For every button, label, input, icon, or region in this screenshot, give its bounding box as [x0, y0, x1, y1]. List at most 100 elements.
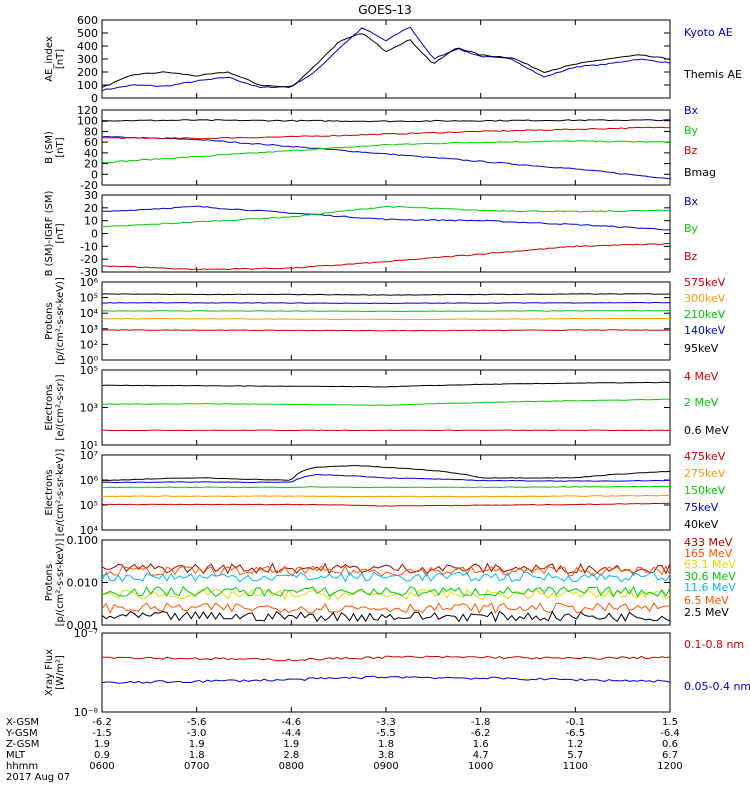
- y-tick-label: 10⁻⁷: [74, 627, 98, 640]
- y-tick-label: 10³: [80, 323, 98, 336]
- series-line-Bx: [101, 205, 671, 231]
- y-axis-label: [nT]: [55, 49, 66, 69]
- row-value: 1000: [468, 761, 493, 772]
- y-tick-label: 10⁵: [80, 499, 98, 512]
- y-axis-label: B (SM): [44, 131, 55, 164]
- y-tick-label: 200: [77, 66, 98, 79]
- row-value: 1.9: [283, 739, 299, 750]
- series-line-165-MeV: [101, 565, 671, 577]
- row-value: 1200: [657, 761, 682, 772]
- panel-frame: [101, 454, 671, 531]
- y-axis-label: B (SM)-IGRF (SM): [44, 191, 55, 277]
- y-tick-label: 10⁶: [80, 474, 99, 487]
- series-line-Bx: [101, 135, 671, 180]
- y-tick-label: 10³: [80, 402, 98, 415]
- y-axis-label: [p/(cm²-s-sr-keV)]: [55, 277, 66, 365]
- legend-entry: 210keV: [684, 308, 726, 321]
- y-tick-label: 10⁵: [80, 364, 98, 377]
- series-line-0.1-0.8-nm: [101, 655, 671, 662]
- y-axis-label: Protons: [44, 302, 55, 339]
- legend-entry: 0.6 MeV: [684, 424, 729, 437]
- legend-entry: 4 MeV: [684, 370, 719, 383]
- y-tick-label: 100: [77, 79, 98, 92]
- row-value: 0700: [184, 761, 209, 772]
- panel-5: 10¹ 10³ 10⁵ Electrons [e/(cm²-s-sr)] 4 MeV 2 M…: [44, 364, 729, 452]
- series-line-433-MeV: [101, 562, 671, 575]
- y-axis-label: [nT]: [55, 223, 66, 243]
- y-tick-label: 10⁰: [80, 354, 99, 367]
- y-tick-label: 10¹: [80, 439, 98, 452]
- legend-entry: 275keV: [684, 467, 726, 480]
- row-value: 0900: [373, 761, 398, 772]
- row-value: 0.6: [662, 739, 678, 750]
- y-axis-label: [p/(cm²-s-sr-keV)]: [55, 539, 66, 627]
- legend-entry: 40keV: [684, 518, 719, 531]
- series-line-Bz: [101, 126, 671, 140]
- series-line-Kyoto-AE: [101, 26, 671, 92]
- y-tick-label: 20: [84, 202, 98, 215]
- legend-entry: Themis AE: [683, 68, 742, 81]
- series-line-300keV: [102, 317, 671, 321]
- legend-entry: Bmag: [684, 166, 716, 179]
- y-tick-label: -20: [80, 253, 98, 266]
- legend-entry: 30.6 MeV: [684, 570, 736, 583]
- y-tick-label: -20: [80, 179, 98, 192]
- row-value: -6.4: [660, 728, 680, 739]
- y-tick-label: 300: [77, 53, 98, 66]
- legend-entry: 140keV: [684, 324, 726, 337]
- legend-entry: 150keV: [684, 484, 726, 497]
- row-value: 2.8: [283, 750, 299, 761]
- panel-7: 0.001 0.010 0.100 Protons [p/(cm²-s-sr-keV)]…: [44, 534, 736, 632]
- legend-entry: 63.1 MeV: [684, 558, 736, 571]
- y-tick-label: 0.010: [67, 577, 99, 590]
- y-axis-label: [e/(cm²-s-sr)]: [55, 374, 66, 440]
- y-tick-label: 10⁻⁸: [74, 706, 99, 719]
- series-line-Bmag: [102, 119, 671, 123]
- row-value: 1.9: [189, 739, 205, 750]
- y-axis-label: AE_index: [44, 36, 55, 82]
- series-line-275keV: [101, 494, 671, 498]
- series-line-By: [101, 140, 671, 164]
- y-tick-label: -10: [80, 240, 98, 253]
- figure-title: GOES-13: [358, 3, 412, 17]
- y-tick-label: 10⁷: [80, 449, 98, 462]
- panel-frame: [101, 19, 671, 99]
- y-tick-label: 10⁵: [80, 292, 98, 305]
- legend-entry: 11.6 MeV: [684, 581, 736, 594]
- y-tick-label: 80: [84, 125, 98, 138]
- legend-entry: 0.1-0.8 nm: [684, 638, 744, 651]
- legend-entry: 433 MeV: [684, 536, 733, 549]
- y-tick-label: 600: [77, 14, 98, 27]
- legend-entry: 95keV: [684, 342, 719, 355]
- panel-frame: [101, 632, 671, 713]
- series-line-475keV: [101, 502, 671, 507]
- row-value: 1.6: [473, 739, 489, 750]
- row-value: -5.6: [187, 717, 207, 728]
- y-tick-label: 0: [91, 92, 98, 105]
- y-tick-label: 120: [77, 104, 98, 117]
- legend-entry: 575keV: [684, 276, 726, 289]
- legend-entry: 75keV: [684, 501, 719, 514]
- y-axis-label: [nT]: [55, 137, 66, 157]
- series-line-2.5-MeV: [101, 610, 671, 623]
- series-line-0.6-MeV: [101, 381, 671, 388]
- series-line-210keV: [101, 309, 671, 313]
- y-tick-label: 10⁶: [80, 276, 99, 289]
- y-tick-label: 30: [84, 189, 98, 202]
- legend-entry: Bx: [684, 195, 699, 208]
- y-axis-label: Xray Flux: [44, 649, 55, 696]
- row-value: 4.7: [473, 750, 489, 761]
- series-line-30.6-MeV: [101, 585, 671, 598]
- series-line-6.5-MeV: [101, 602, 671, 615]
- row-value: 1.2: [567, 739, 583, 750]
- y-tick-label: 10: [84, 215, 98, 228]
- row-value: 3.8: [378, 750, 394, 761]
- row-value: 1.5: [662, 717, 678, 728]
- legend-entry: Bz: [684, 144, 698, 157]
- row-value: -6.5: [566, 728, 586, 739]
- series-line-0.05-0.4-nm: [101, 675, 671, 684]
- row-value: 0.9: [94, 750, 110, 761]
- legend-entry: 2 MeV: [684, 396, 719, 409]
